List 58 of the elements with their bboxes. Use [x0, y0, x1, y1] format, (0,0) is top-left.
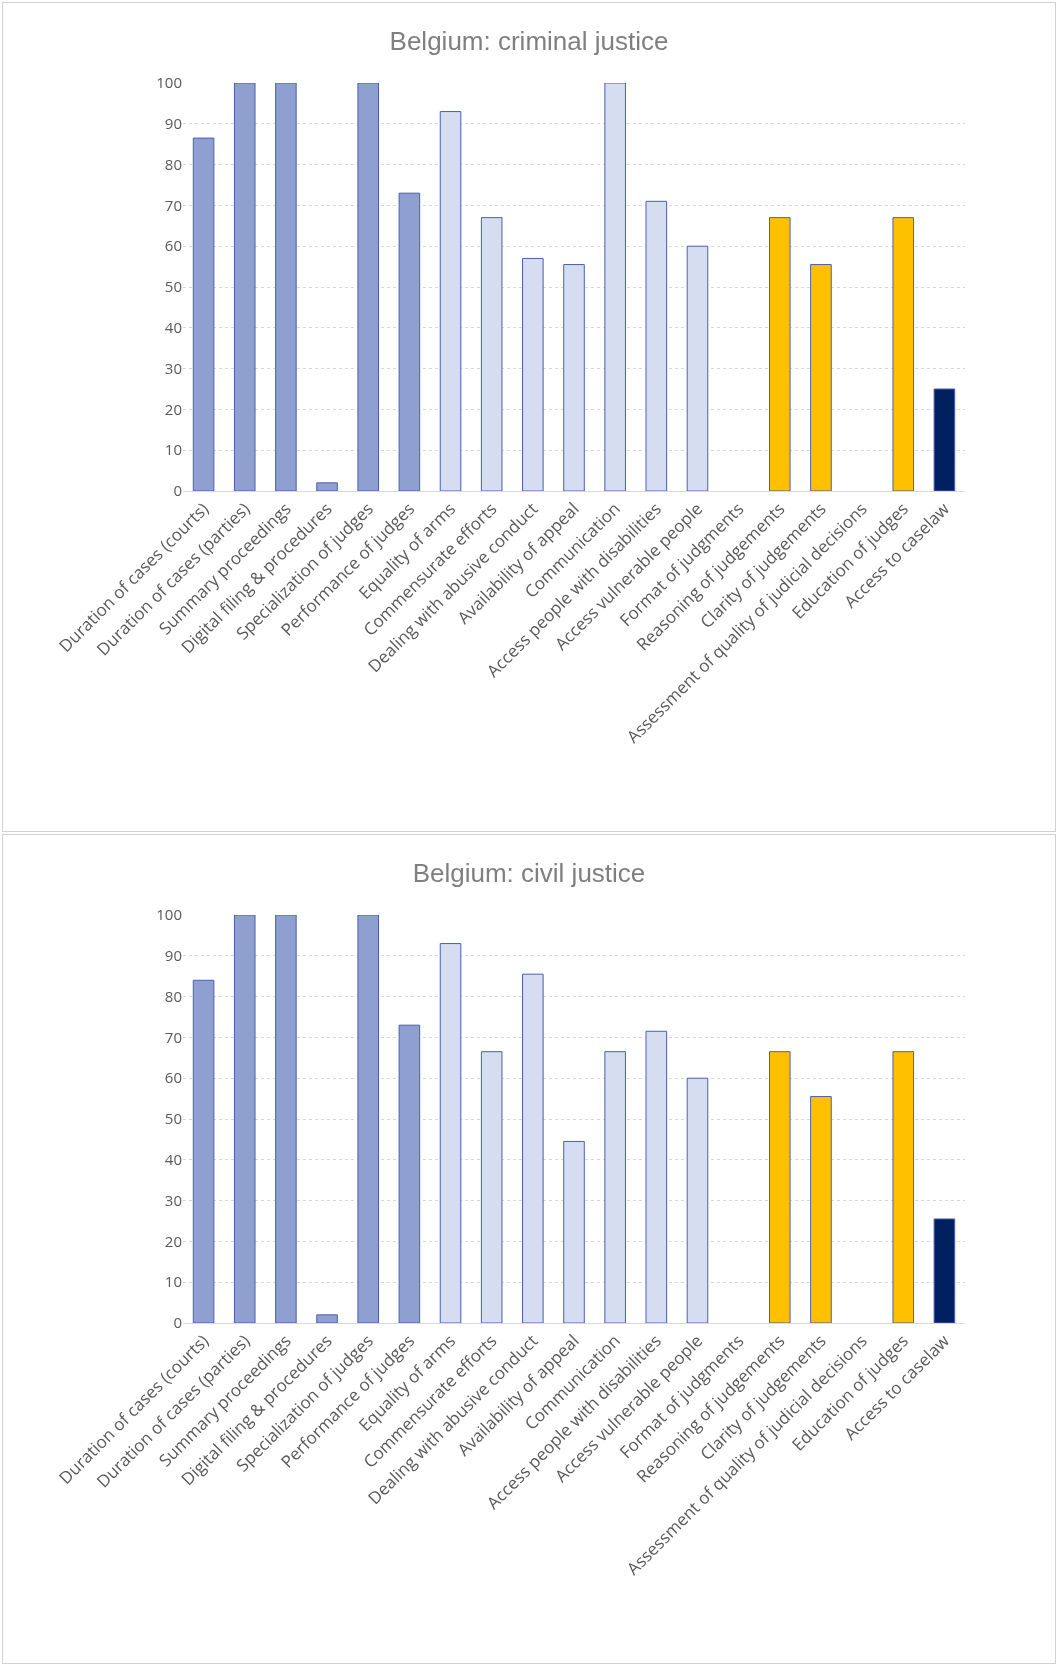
y-tick-label: 100 — [156, 904, 182, 925]
bar — [769, 1051, 791, 1323]
y-tick-label: 70 — [164, 1026, 182, 1047]
bar — [398, 192, 421, 491]
bar — [769, 217, 791, 491]
bar — [275, 915, 297, 1323]
bar — [275, 83, 297, 491]
bar — [192, 979, 215, 1323]
y-tick-label: 10 — [164, 1271, 182, 1292]
chart-title: Belgium: criminal justice — [389, 26, 669, 57]
bar — [357, 915, 379, 1323]
bar — [357, 83, 379, 491]
bar — [933, 388, 956, 491]
bar — [316, 1314, 338, 1323]
bar — [645, 200, 668, 491]
bar — [892, 1051, 915, 1323]
bar — [645, 1030, 668, 1323]
bar — [316, 482, 338, 491]
y-tick-label: 0 — [173, 480, 182, 501]
bar — [439, 943, 462, 1323]
y-tick-label: 0 — [173, 1312, 182, 1333]
bar — [398, 1024, 421, 1323]
bar — [604, 1051, 626, 1323]
bar — [933, 1218, 956, 1323]
bar — [522, 257, 544, 491]
bar — [480, 217, 503, 491]
bar — [233, 915, 256, 1323]
y-tick-label: 20 — [164, 398, 182, 419]
y-tick-label: 50 — [164, 276, 182, 297]
bar — [192, 137, 215, 491]
y-tick-label: 90 — [164, 113, 182, 134]
chart-title: Belgium: civil justice — [412, 858, 646, 889]
bar — [604, 83, 626, 491]
y-tick-label: 60 — [164, 235, 182, 256]
bar — [686, 1077, 709, 1323]
y-tick-label: 90 — [164, 945, 182, 966]
y-tick-label: 10 — [164, 439, 182, 460]
bar — [563, 264, 585, 491]
bar — [233, 83, 256, 491]
y-tick-label: 70 — [164, 194, 182, 215]
bar — [892, 217, 915, 491]
bar — [480, 1051, 503, 1323]
y-tick-label: 100 — [156, 72, 182, 93]
bar — [439, 111, 462, 491]
y-tick-label: 40 — [164, 1149, 182, 1170]
y-tick-label: 80 — [164, 153, 182, 174]
y-tick-label: 20 — [164, 1230, 182, 1251]
y-tick-label: 50 — [164, 1108, 182, 1129]
bar — [563, 1140, 585, 1323]
bar — [686, 245, 709, 491]
bar — [810, 1096, 832, 1323]
y-tick-label: 30 — [164, 357, 182, 378]
y-tick-label: 80 — [164, 985, 182, 1006]
bar — [810, 264, 832, 491]
y-tick-label: 40 — [164, 317, 182, 338]
y-tick-label: 30 — [164, 1189, 182, 1210]
y-tick-label: 60 — [164, 1067, 182, 1088]
bar — [522, 973, 544, 1323]
